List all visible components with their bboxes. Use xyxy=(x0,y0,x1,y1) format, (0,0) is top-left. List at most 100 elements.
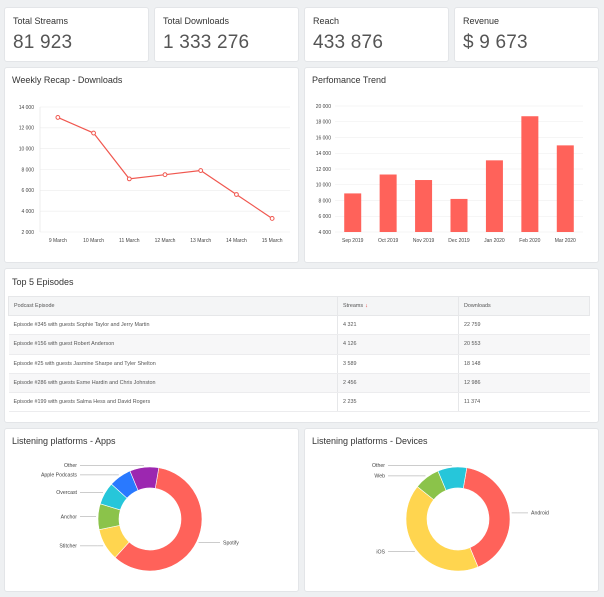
kpi-value: $ 9 673 xyxy=(463,32,528,53)
episode-cell: Episode #286 with guests Esme Hardin and… xyxy=(8,373,338,394)
x-tick-label: Dec 2019 xyxy=(448,238,470,244)
x-tick-label: Mar 2020 xyxy=(555,238,576,244)
bar xyxy=(415,180,433,232)
y-tick-label: 14 000 xyxy=(316,151,332,157)
kpi-reach: Reach 433 876 xyxy=(305,8,448,61)
apps-platforms-card: Listening platforms - Apps Spotify Stitch… xyxy=(5,429,298,591)
x-tick-label: 14 March xyxy=(226,238,247,244)
devices-platforms-card: Listening platforms - Devices Android iOS… xyxy=(305,429,598,591)
weekly-recap-card: Weekly Recap - Downloads 2 000 4 000 6 000… xyxy=(5,68,298,262)
top-episodes-title: Top 5 Episodes xyxy=(12,277,74,287)
table-row[interactable]: Episode #199 with guests Salma Hess and … xyxy=(8,392,590,413)
x-tick-label: Nov 2019 xyxy=(413,238,435,244)
donut-slice xyxy=(129,466,160,491)
arrow-down-icon[interactable]: ↓ xyxy=(365,303,368,309)
data-point xyxy=(91,130,96,136)
kpi-value: 433 876 xyxy=(313,32,384,53)
x-tick-label: Sep 2019 xyxy=(342,238,364,244)
table-row[interactable]: Episode #25 with guests Jasmine Sharpe a… xyxy=(8,354,590,374)
x-tick-label: 9 March xyxy=(49,238,67,244)
kpi-label: Total Streams xyxy=(13,16,69,26)
data-point xyxy=(198,168,204,173)
x-tick-label: 11 March xyxy=(119,238,140,244)
devices-platforms-title: Listening platforms - Devices xyxy=(312,436,428,446)
streams-cell: 4 321 xyxy=(337,315,459,336)
y-tick-label: 2 000 xyxy=(21,230,34,236)
x-tick-label: Oct 2019 xyxy=(378,238,399,244)
streams-cell: 4 126 xyxy=(337,334,459,355)
kpi-value: 1 333 276 xyxy=(163,32,250,53)
data-point xyxy=(269,216,275,221)
donut-slice xyxy=(114,467,203,572)
donut-slice xyxy=(405,486,479,572)
downloads-cell: 22 759 xyxy=(458,315,590,336)
downloads-cell: 11 374 xyxy=(458,392,590,413)
x-tick-label: Jan 2020 xyxy=(484,238,505,244)
table-row[interactable]: Episode #286 with guests Esme Hardin and… xyxy=(8,373,590,394)
y-tick-label: 4 000 xyxy=(21,209,34,215)
y-tick-label: 10 000 xyxy=(316,183,332,189)
bar xyxy=(379,174,397,232)
slice-label: Spotify xyxy=(223,540,239,546)
downloads-series-line xyxy=(57,116,273,219)
y-tick-label: 14 000 xyxy=(19,105,35,111)
y-tick-label: 12 000 xyxy=(19,126,35,132)
y-tick-label: 12 000 xyxy=(316,167,332,173)
devices-donut-chart: Android iOS Web Other xyxy=(372,463,549,572)
downloads-cell: 18 148 xyxy=(458,354,590,374)
data-point xyxy=(55,115,61,120)
x-tick-label: 13 March xyxy=(190,238,211,244)
header-streams[interactable]: Streams ↓ xyxy=(337,296,459,316)
episode-cell: Episode #345 with guests Sophie Taylor a… xyxy=(8,315,338,336)
weekly-downloads-line-chart: 2 000 4 000 6 000 8 000 10 000 12 000 14 000 9 … xyxy=(19,105,290,244)
header-streams-label: Streams xyxy=(343,303,364,309)
slice-label: Stitcher xyxy=(59,544,77,550)
streams-cell: 2 235 xyxy=(337,392,459,413)
slice-label: Web xyxy=(374,474,385,480)
top-episodes-table: Podcast Episode Streams ↓ Downloads Episo… xyxy=(8,296,590,413)
y-tick-label: 4 000 xyxy=(318,230,331,236)
header-downloads[interactable]: Downloads xyxy=(458,296,590,316)
y-tick-label: 20 000 xyxy=(316,104,332,110)
x-tick-label: Feb 2020 xyxy=(519,238,540,244)
x-tick-label: 15 March xyxy=(262,238,283,244)
data-point xyxy=(234,192,239,197)
episode-cell: Episode #156 with guest Robert Anderson xyxy=(8,334,338,355)
kpi-label: Revenue xyxy=(463,16,500,26)
downloads-cell: 12 986 xyxy=(458,373,590,394)
header-podcast-episode[interactable]: Podcast Episode xyxy=(8,296,338,316)
slice-label: Apple Podcasts xyxy=(41,473,77,479)
bar xyxy=(344,193,362,232)
kpi-total-streams: Total Streams 81 923 xyxy=(5,8,148,61)
streams-cell: 3 589 xyxy=(337,354,459,374)
x-tick-label: 12 March xyxy=(155,238,176,244)
apps-platforms-title: Listening platforms - Apps xyxy=(12,436,116,446)
kpi-revenue: Revenue $ 9 673 xyxy=(455,8,598,61)
table-header-row: Podcast Episode Streams ↓ Downloads xyxy=(8,296,590,316)
kpi-label: Total Downloads xyxy=(163,16,230,26)
kpi-label: Reach xyxy=(313,16,340,26)
y-tick-label: 8 000 xyxy=(21,167,34,173)
y-tick-label: 10 000 xyxy=(19,146,35,152)
episode-cell: Episode #199 with guests Salma Hess and … xyxy=(8,392,338,413)
bar xyxy=(485,160,503,232)
donut-slice xyxy=(462,467,511,568)
y-tick-label: 18 000 xyxy=(316,120,332,126)
table-row[interactable]: Episode #156 with guest Robert Anderson … xyxy=(8,334,590,355)
y-tick-label: 8 000 xyxy=(318,198,331,204)
x-tick-label: 10 March xyxy=(83,238,104,244)
performance-trend-title: Perfomance Trend xyxy=(312,75,387,85)
slice-label: Other xyxy=(372,463,385,469)
downloads-cell: 20 553 xyxy=(458,334,590,355)
weekly-recap-title: Weekly Recap - Downloads xyxy=(12,75,123,85)
episode-cell: Episode #25 with guests Jasmine Sharpe a… xyxy=(8,354,338,374)
y-tick-label: 6 000 xyxy=(21,188,34,194)
kpi-total-downloads: Total Downloads 1 333 276 xyxy=(155,8,298,61)
slice-label: Other xyxy=(64,463,77,469)
table-row[interactable]: Episode #345 with guests Sophie Taylor a… xyxy=(8,315,590,336)
y-tick-label: 6 000 xyxy=(318,214,331,220)
apps-donut-chart: Spotify Stitcher Anchor Overcast Apple Podca… xyxy=(41,463,239,572)
streams-cell: 2 456 xyxy=(337,373,459,394)
slice-label: Overcast xyxy=(56,490,77,496)
slice-label: Android xyxy=(531,511,549,517)
